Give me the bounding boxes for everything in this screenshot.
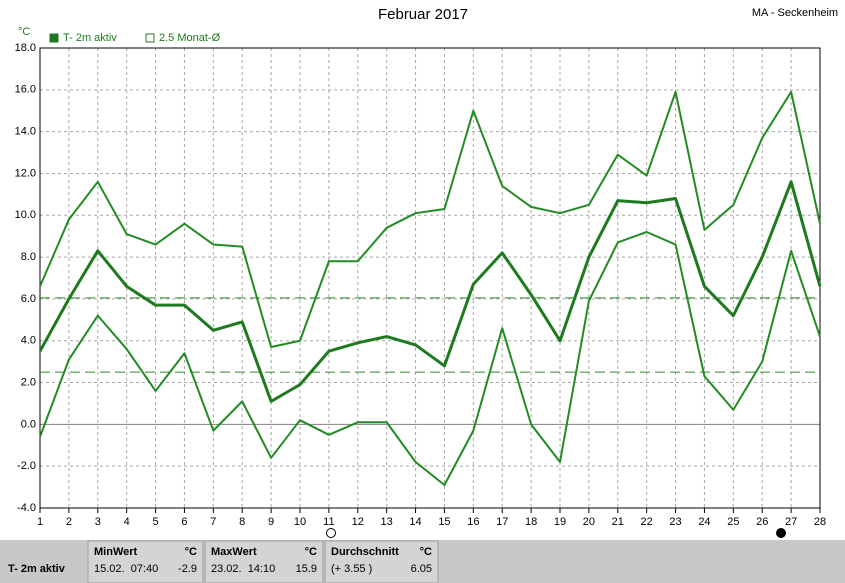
x-tick-label: 1	[37, 516, 43, 528]
summary-value: 15.9	[296, 563, 317, 575]
legend-label: 2.5 Monat-Ø	[159, 32, 221, 44]
series-line	[39, 90, 821, 348]
y-tick-label: 18.0	[15, 42, 36, 54]
legend-swatch	[145, 33, 155, 43]
summary-when: (+ 3.55 )	[331, 563, 372, 575]
summary-title: MinWert	[94, 546, 138, 558]
summary-cell	[87, 540, 204, 583]
icon	[776, 528, 786, 538]
x-tick-label: 19	[554, 516, 566, 528]
x-tick-label: 26	[756, 516, 768, 528]
station: MA - Seckenheim	[752, 7, 838, 19]
x-tick-label: 11	[323, 516, 334, 528]
x-tick-label: 8	[239, 516, 245, 528]
chart-title: Februar 2017	[378, 6, 468, 23]
plot-frame	[39, 47, 821, 509]
summary-when: 23.02. 14:10	[211, 563, 275, 575]
y-tick-label: -2.0	[17, 460, 36, 472]
summary-title: MaxWert	[211, 546, 257, 558]
legend-label: T- 2m aktiv	[63, 32, 117, 44]
series-line	[38, 180, 822, 403]
summary-unit: °C	[420, 546, 432, 558]
x-tick-label: 12	[352, 516, 364, 528]
x-tick-label: 3	[95, 516, 101, 528]
summary-unit: °C	[185, 546, 197, 558]
x-tick-label: 24	[698, 516, 710, 528]
summary-cell	[324, 540, 439, 583]
x-tick-label: 6	[181, 516, 187, 528]
x-tick-label: 13	[381, 516, 393, 528]
y-tick-label: 6.0	[21, 293, 36, 305]
x-tick-label: 2	[66, 516, 72, 528]
y-tick-label: 2.0	[21, 376, 36, 388]
series-line	[39, 231, 821, 486]
summary: MinWert °C 15.02. 07:40 -2.9 MaxWert °C 23.02.…	[87, 540, 439, 583]
x-tick-label: 7	[210, 516, 216, 528]
summary-unit: °C	[305, 546, 317, 558]
x-tick-label: 20	[583, 516, 595, 528]
x-tick-label: 21	[612, 516, 624, 528]
summary-value: 6.05	[411, 563, 432, 575]
summary-title: Durchschnitt	[331, 546, 399, 558]
y-tick-label: 12.0	[15, 167, 36, 179]
x-tick-label: 23	[669, 516, 681, 528]
x-tick-label: 28	[814, 516, 826, 528]
x-tick-label: 27	[785, 516, 797, 528]
summary-value: -2.9	[178, 563, 197, 575]
legend-swatch	[49, 33, 59, 43]
y-tick-label: -4.0	[17, 502, 36, 514]
y-tick-label: 14.0	[15, 126, 36, 138]
x-tick-label: 10	[294, 516, 306, 528]
x-tick-label: 17	[496, 516, 508, 528]
y-tick-label: 10.0	[15, 209, 36, 221]
x-tick-label: 25	[727, 516, 739, 528]
x-tick-label: 9	[268, 516, 274, 528]
summary-cell	[204, 540, 324, 583]
x-tick-label: 16	[467, 516, 479, 528]
y-tick-label: 16.0	[15, 84, 36, 96]
x-tick-label: 15	[438, 516, 450, 528]
x-tick-label: 5	[152, 516, 158, 528]
y-tick-label: 0.0	[21, 418, 36, 430]
x-tick-label: 4	[124, 516, 130, 528]
summary-when: 15.02. 07:40	[94, 563, 158, 575]
y-tick-label: 8.0	[21, 251, 36, 263]
x-tick-label: 22	[641, 516, 653, 528]
y-tick-label: 4.0	[21, 335, 36, 347]
x-tick-label: 18	[525, 516, 537, 528]
summary-label: T- 2m aktiv	[8, 563, 66, 575]
x-tick-label: 14	[409, 516, 421, 528]
icon	[326, 528, 336, 538]
plot: -4.0 -2.0 0.0 2.0 4.0 6.0 8.0 10.0 12.0 14.0 16.0 1…	[15, 42, 827, 528]
y-unit: °C	[18, 26, 30, 38]
